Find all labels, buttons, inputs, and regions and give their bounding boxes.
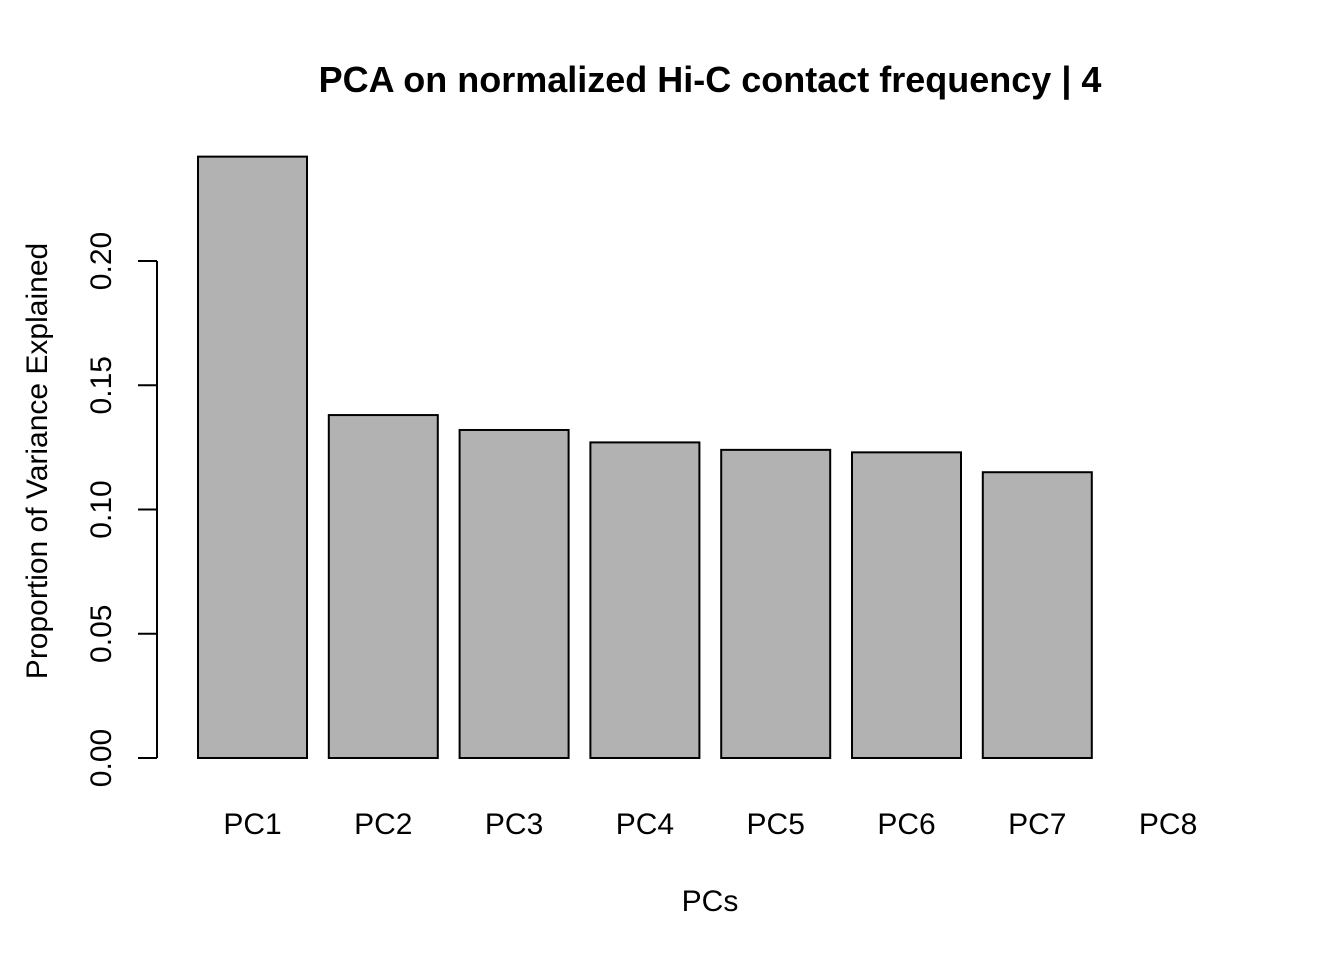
bar-pc3	[458, 428, 570, 759]
x-tick-label: PC1	[223, 808, 281, 841]
x-tick-label: PC3	[485, 808, 543, 841]
y-axis-label: Proportion of Variance Explained	[21, 243, 54, 679]
y-tick-label: 0.05	[85, 605, 118, 663]
x-tick-label: PC2	[354, 808, 412, 841]
x-tick-label: PC5	[747, 808, 805, 841]
x-tick-label: PC4	[616, 808, 674, 841]
y-tick-label: 0.20	[85, 232, 118, 290]
y-tick-label: 0.15	[85, 356, 118, 414]
bar-pc7	[981, 471, 1093, 759]
y-axis: 0.00 0.05 0.10 0.15 0.20	[85, 232, 158, 787]
x-axis-label: PCs	[682, 885, 739, 918]
y-tick-label: 0.10	[85, 480, 118, 538]
bar-pc5	[720, 448, 832, 759]
bar-pc2	[327, 414, 439, 759]
x-tick-label: PC6	[877, 808, 935, 841]
bar-pc4	[589, 441, 701, 759]
chart-title: PCA on normalized Hi-C contact frequency…	[319, 59, 1102, 101]
x-tick-labels: PC1 PC2 PC3 PC4 PC5 PC6 PC7 PC8	[223, 808, 1197, 841]
bar-pc1	[197, 155, 308, 759]
bar-pc6	[851, 451, 962, 759]
y-tick-label: 0.00	[85, 729, 118, 787]
bars-group	[197, 155, 1093, 759]
x-tick-label: PC8	[1139, 808, 1197, 841]
x-tick-label: PC7	[1008, 808, 1066, 841]
